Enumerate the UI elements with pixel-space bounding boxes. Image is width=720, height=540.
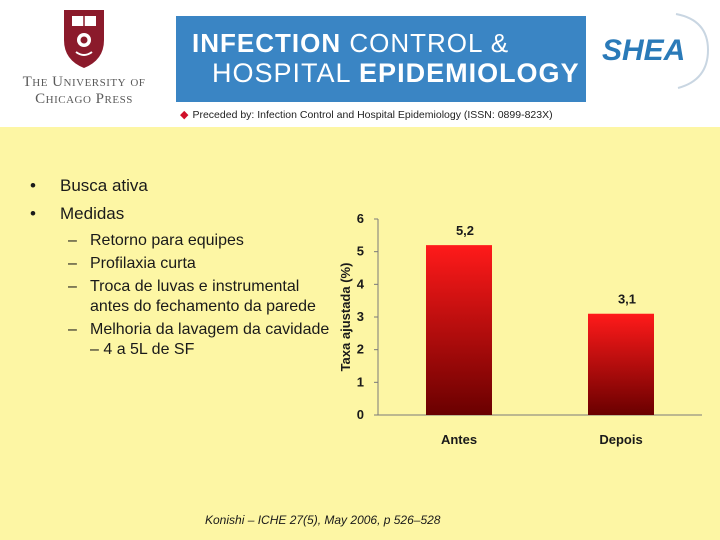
sub-bullet-marker: – — [68, 232, 77, 249]
sub-bullet-item: – Troca de luvas e instrumental antes do … — [30, 277, 340, 317]
bullet-text: Busca ativa — [60, 176, 148, 195]
publisher-line-2: Chicago Press — [35, 91, 133, 107]
university-crest-icon — [64, 10, 104, 68]
x-tick-label: Antes — [441, 432, 477, 447]
bullet-text: Medidas — [60, 204, 125, 223]
y-tick-label: 0 — [357, 407, 364, 422]
header: The University of Chicago Press INFECTIO… — [0, 0, 720, 127]
y-axis-label: Taxa ajustada (%) — [338, 263, 353, 372]
bar — [426, 245, 492, 415]
sub-bullet-marker: – — [68, 255, 77, 272]
sub-bullet-item: – Profilaxia curta — [30, 254, 340, 274]
sub-bullet-marker: – — [68, 278, 77, 295]
x-tick-label: Depois — [599, 432, 642, 447]
partner-logo-text: SHEA — [602, 34, 685, 67]
shea-logo: SHEA — [602, 13, 710, 89]
sub-bullet-text: Melhoria da lavagem da cavidade – 4 a 5L… — [90, 321, 330, 358]
bullet-marker: • — [30, 176, 36, 195]
data-label: 3,1 — [618, 292, 636, 307]
bullet-item: • Medidas — [30, 203, 340, 231]
y-tick-label: 6 — [357, 211, 364, 226]
journal-title-line-2: HOSPITAL EPIDEMIOLOGY — [212, 58, 580, 89]
journal-banner: INFECTION CONTROL & HOSPITAL EPIDEMIOLOG… — [176, 16, 586, 102]
citation: Konishi – ICHE 27(5), May 2006, p 526–52… — [205, 513, 441, 527]
diamond-icon: ◆ — [180, 109, 189, 121]
preceded-by-text: Preceded by: Infection Control and Hospi… — [192, 109, 553, 121]
journal-title-line-1: INFECTION CONTROL & — [192, 28, 509, 59]
journal-title-2b: EPIDEMIOLOGY — [359, 58, 580, 88]
preceded-by-note: ◆ Preceded by: Infection Control and Hosp… — [180, 108, 553, 121]
sub-bullet-text: Troca de luvas e instrumental antes do f… — [90, 278, 316, 315]
bar — [588, 313, 654, 415]
sub-bullet-item: – Melhoria da lavagem da cavidade – 4 a 5… — [30, 320, 340, 360]
sub-bullet-text: Profilaxia curta — [90, 255, 196, 272]
y-tick-label: 4 — [357, 276, 365, 291]
sub-bullet-text: Retorno para equipes — [90, 232, 244, 249]
bullet-list: • Busca ativa • Medidas – Retorno para equi… — [30, 175, 340, 363]
journal-title-1a: INFECTION — [192, 28, 342, 58]
sub-bullet-item: – Retorno para equipes — [30, 231, 340, 251]
journal-title-1b: CONTROL & — [341, 28, 510, 58]
journal-title-2a: HOSPITAL — [212, 58, 360, 88]
bar-chart: 0 1 2 3 4 5 6 Taxa ajustada (%) 5,2 Antes 3,1 Depoi… — [338, 211, 702, 447]
sub-bullet-marker: – — [68, 321, 77, 338]
publisher-line-1: The University of — [22, 74, 146, 90]
y-tick-label: 1 — [357, 374, 364, 389]
publisher-name: The University of Chicago Press — [0, 74, 168, 108]
y-tick-label: 2 — [357, 342, 364, 357]
y-tick-label: 3 — [357, 309, 364, 324]
bullet-marker: • — [30, 204, 36, 223]
y-tick-label: 5 — [357, 244, 364, 259]
bullet-item: • Busca ativa — [30, 175, 340, 203]
logo-arc-icon — [675, 13, 710, 89]
data-label: 5,2 — [456, 223, 474, 238]
